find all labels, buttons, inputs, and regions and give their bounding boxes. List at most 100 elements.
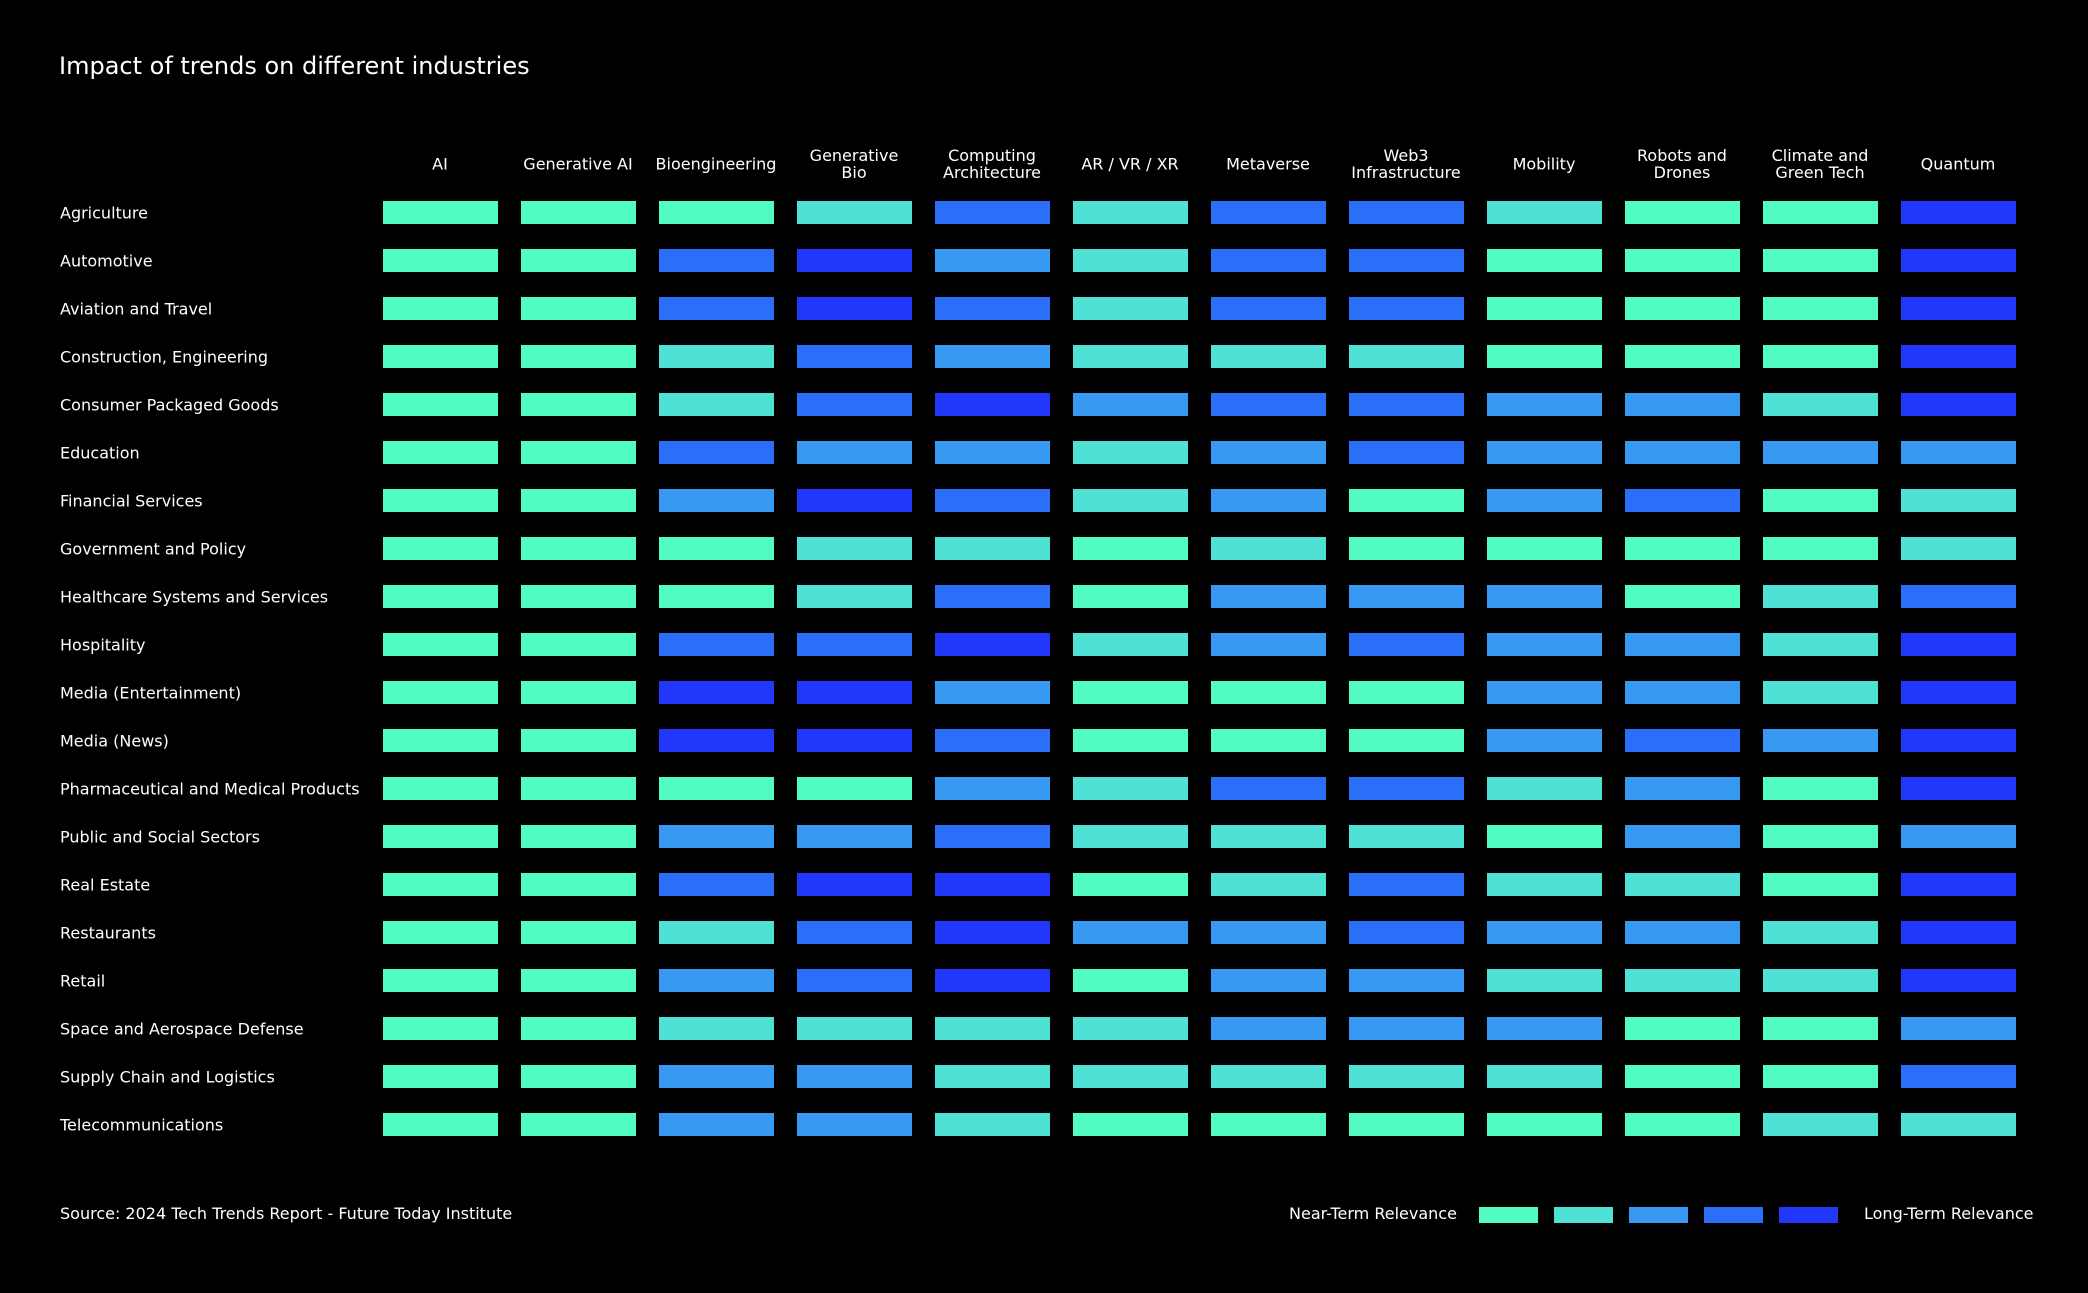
heatmap-cell bbox=[659, 537, 774, 560]
heatmap-cell bbox=[797, 873, 912, 896]
heatmap-cell bbox=[1763, 585, 1878, 608]
heatmap-cell bbox=[1625, 201, 1740, 224]
column-header: Quantum bbox=[1920, 154, 1996, 174]
heatmap-cell bbox=[1211, 777, 1326, 800]
heatmap-cell bbox=[1901, 729, 2016, 752]
column-header: Generative AI bbox=[523, 154, 633, 174]
row-label: Supply Chain and Logistics bbox=[60, 1067, 275, 1087]
heatmap-cell bbox=[1211, 969, 1326, 992]
heatmap-cell bbox=[1349, 681, 1464, 704]
heatmap-cell bbox=[1211, 201, 1326, 224]
heatmap-cell bbox=[521, 201, 636, 224]
heatmap-cell bbox=[383, 489, 498, 512]
heatmap-cell bbox=[797, 537, 912, 560]
heatmap-cell bbox=[1487, 729, 1602, 752]
heatmap-cell bbox=[1763, 777, 1878, 800]
heatmap-cell bbox=[1073, 345, 1188, 368]
heatmap-cell bbox=[1487, 249, 1602, 272]
heatmap-cell bbox=[1763, 825, 1878, 848]
heatmap-cell bbox=[1901, 489, 2016, 512]
heatmap-cell bbox=[1487, 1113, 1602, 1136]
heatmap-cell bbox=[1901, 873, 2016, 896]
heatmap-cell bbox=[1763, 1017, 1878, 1040]
row-label: Telecommunications bbox=[60, 1115, 224, 1135]
row-label: Financial Services bbox=[60, 491, 203, 511]
heatmap-cell bbox=[659, 249, 774, 272]
heatmap-cell bbox=[797, 969, 912, 992]
heatmap-cell bbox=[1073, 873, 1188, 896]
heatmap-cell bbox=[1487, 969, 1602, 992]
heatmap-cell bbox=[383, 345, 498, 368]
heatmap-cell bbox=[659, 633, 774, 656]
heatmap-cell bbox=[1901, 777, 2016, 800]
row-label: Media (News) bbox=[60, 731, 169, 751]
heatmap-cell bbox=[1073, 441, 1188, 464]
heatmap-cell bbox=[1211, 345, 1326, 368]
row-label: Healthcare Systems and Services bbox=[60, 587, 329, 607]
heatmap-cell bbox=[1625, 537, 1740, 560]
heatmap-cell bbox=[1625, 1065, 1740, 1088]
heatmap-cell bbox=[935, 297, 1050, 320]
heatmap-cell bbox=[1349, 201, 1464, 224]
heatmap-cell bbox=[797, 441, 912, 464]
heatmap-cell bbox=[659, 921, 774, 944]
row-label: Public and Social Sectors bbox=[60, 827, 260, 847]
heatmap-cell bbox=[1211, 1017, 1326, 1040]
heatmap-cell bbox=[1763, 729, 1878, 752]
heatmap-cell bbox=[521, 633, 636, 656]
heatmap-cell bbox=[1901, 297, 2016, 320]
row-label: Consumer Packaged Goods bbox=[60, 395, 279, 415]
heatmap-cell bbox=[659, 825, 774, 848]
heatmap-cell bbox=[1625, 297, 1740, 320]
heatmap-cell bbox=[935, 249, 1050, 272]
heatmap-cell bbox=[1073, 969, 1188, 992]
heatmap-cell bbox=[521, 249, 636, 272]
heatmap-cell bbox=[659, 585, 774, 608]
heatmap-cell bbox=[1625, 825, 1740, 848]
heatmap-cell bbox=[797, 825, 912, 848]
legend-swatch bbox=[1554, 1207, 1613, 1223]
heatmap-cell bbox=[935, 729, 1050, 752]
heatmap-cell bbox=[1487, 441, 1602, 464]
heatmap-cell bbox=[1211, 489, 1326, 512]
heatmap-cell bbox=[1211, 441, 1326, 464]
heatmap-cell bbox=[935, 585, 1050, 608]
column-header: Generative Bio bbox=[809, 146, 899, 182]
heatmap-cell bbox=[521, 585, 636, 608]
heatmap-cell bbox=[521, 921, 636, 944]
heatmap-cell bbox=[1901, 537, 2016, 560]
heatmap-cell bbox=[1349, 873, 1464, 896]
heatmap-cell bbox=[521, 825, 636, 848]
heatmap-cell bbox=[935, 1017, 1050, 1040]
heatmap-cell bbox=[935, 1113, 1050, 1136]
heatmap-cell bbox=[1073, 201, 1188, 224]
heatmap-cell bbox=[1901, 1113, 2016, 1136]
column-header: Web3 Infrastructure bbox=[1351, 146, 1461, 182]
heatmap-cell bbox=[1349, 441, 1464, 464]
heatmap-cell bbox=[1763, 921, 1878, 944]
heatmap-cell bbox=[1901, 249, 2016, 272]
heatmap-cell bbox=[935, 825, 1050, 848]
heatmap-cell bbox=[659, 201, 774, 224]
heatmap-cell bbox=[1349, 921, 1464, 944]
heatmap-cell bbox=[935, 1065, 1050, 1088]
heatmap-cell bbox=[1211, 681, 1326, 704]
heatmap-cell bbox=[521, 1065, 636, 1088]
heatmap-cell bbox=[1349, 825, 1464, 848]
heatmap-cell bbox=[1901, 201, 2016, 224]
heatmap-cell bbox=[1349, 1113, 1464, 1136]
heatmap-cell bbox=[1625, 1113, 1740, 1136]
heatmap-cell bbox=[1073, 633, 1188, 656]
heatmap-cell bbox=[1763, 537, 1878, 560]
heatmap-cell bbox=[1901, 441, 2016, 464]
heatmap-cell bbox=[1073, 297, 1188, 320]
heatmap-cell bbox=[1487, 681, 1602, 704]
heatmap-cell bbox=[1763, 969, 1878, 992]
heatmap-cell bbox=[659, 969, 774, 992]
heatmap-cell bbox=[1487, 873, 1602, 896]
heatmap-cell bbox=[521, 777, 636, 800]
heatmap-cell bbox=[1625, 921, 1740, 944]
heatmap-cell bbox=[797, 1065, 912, 1088]
heatmap-cell bbox=[1349, 729, 1464, 752]
heatmap-cell bbox=[1073, 729, 1188, 752]
